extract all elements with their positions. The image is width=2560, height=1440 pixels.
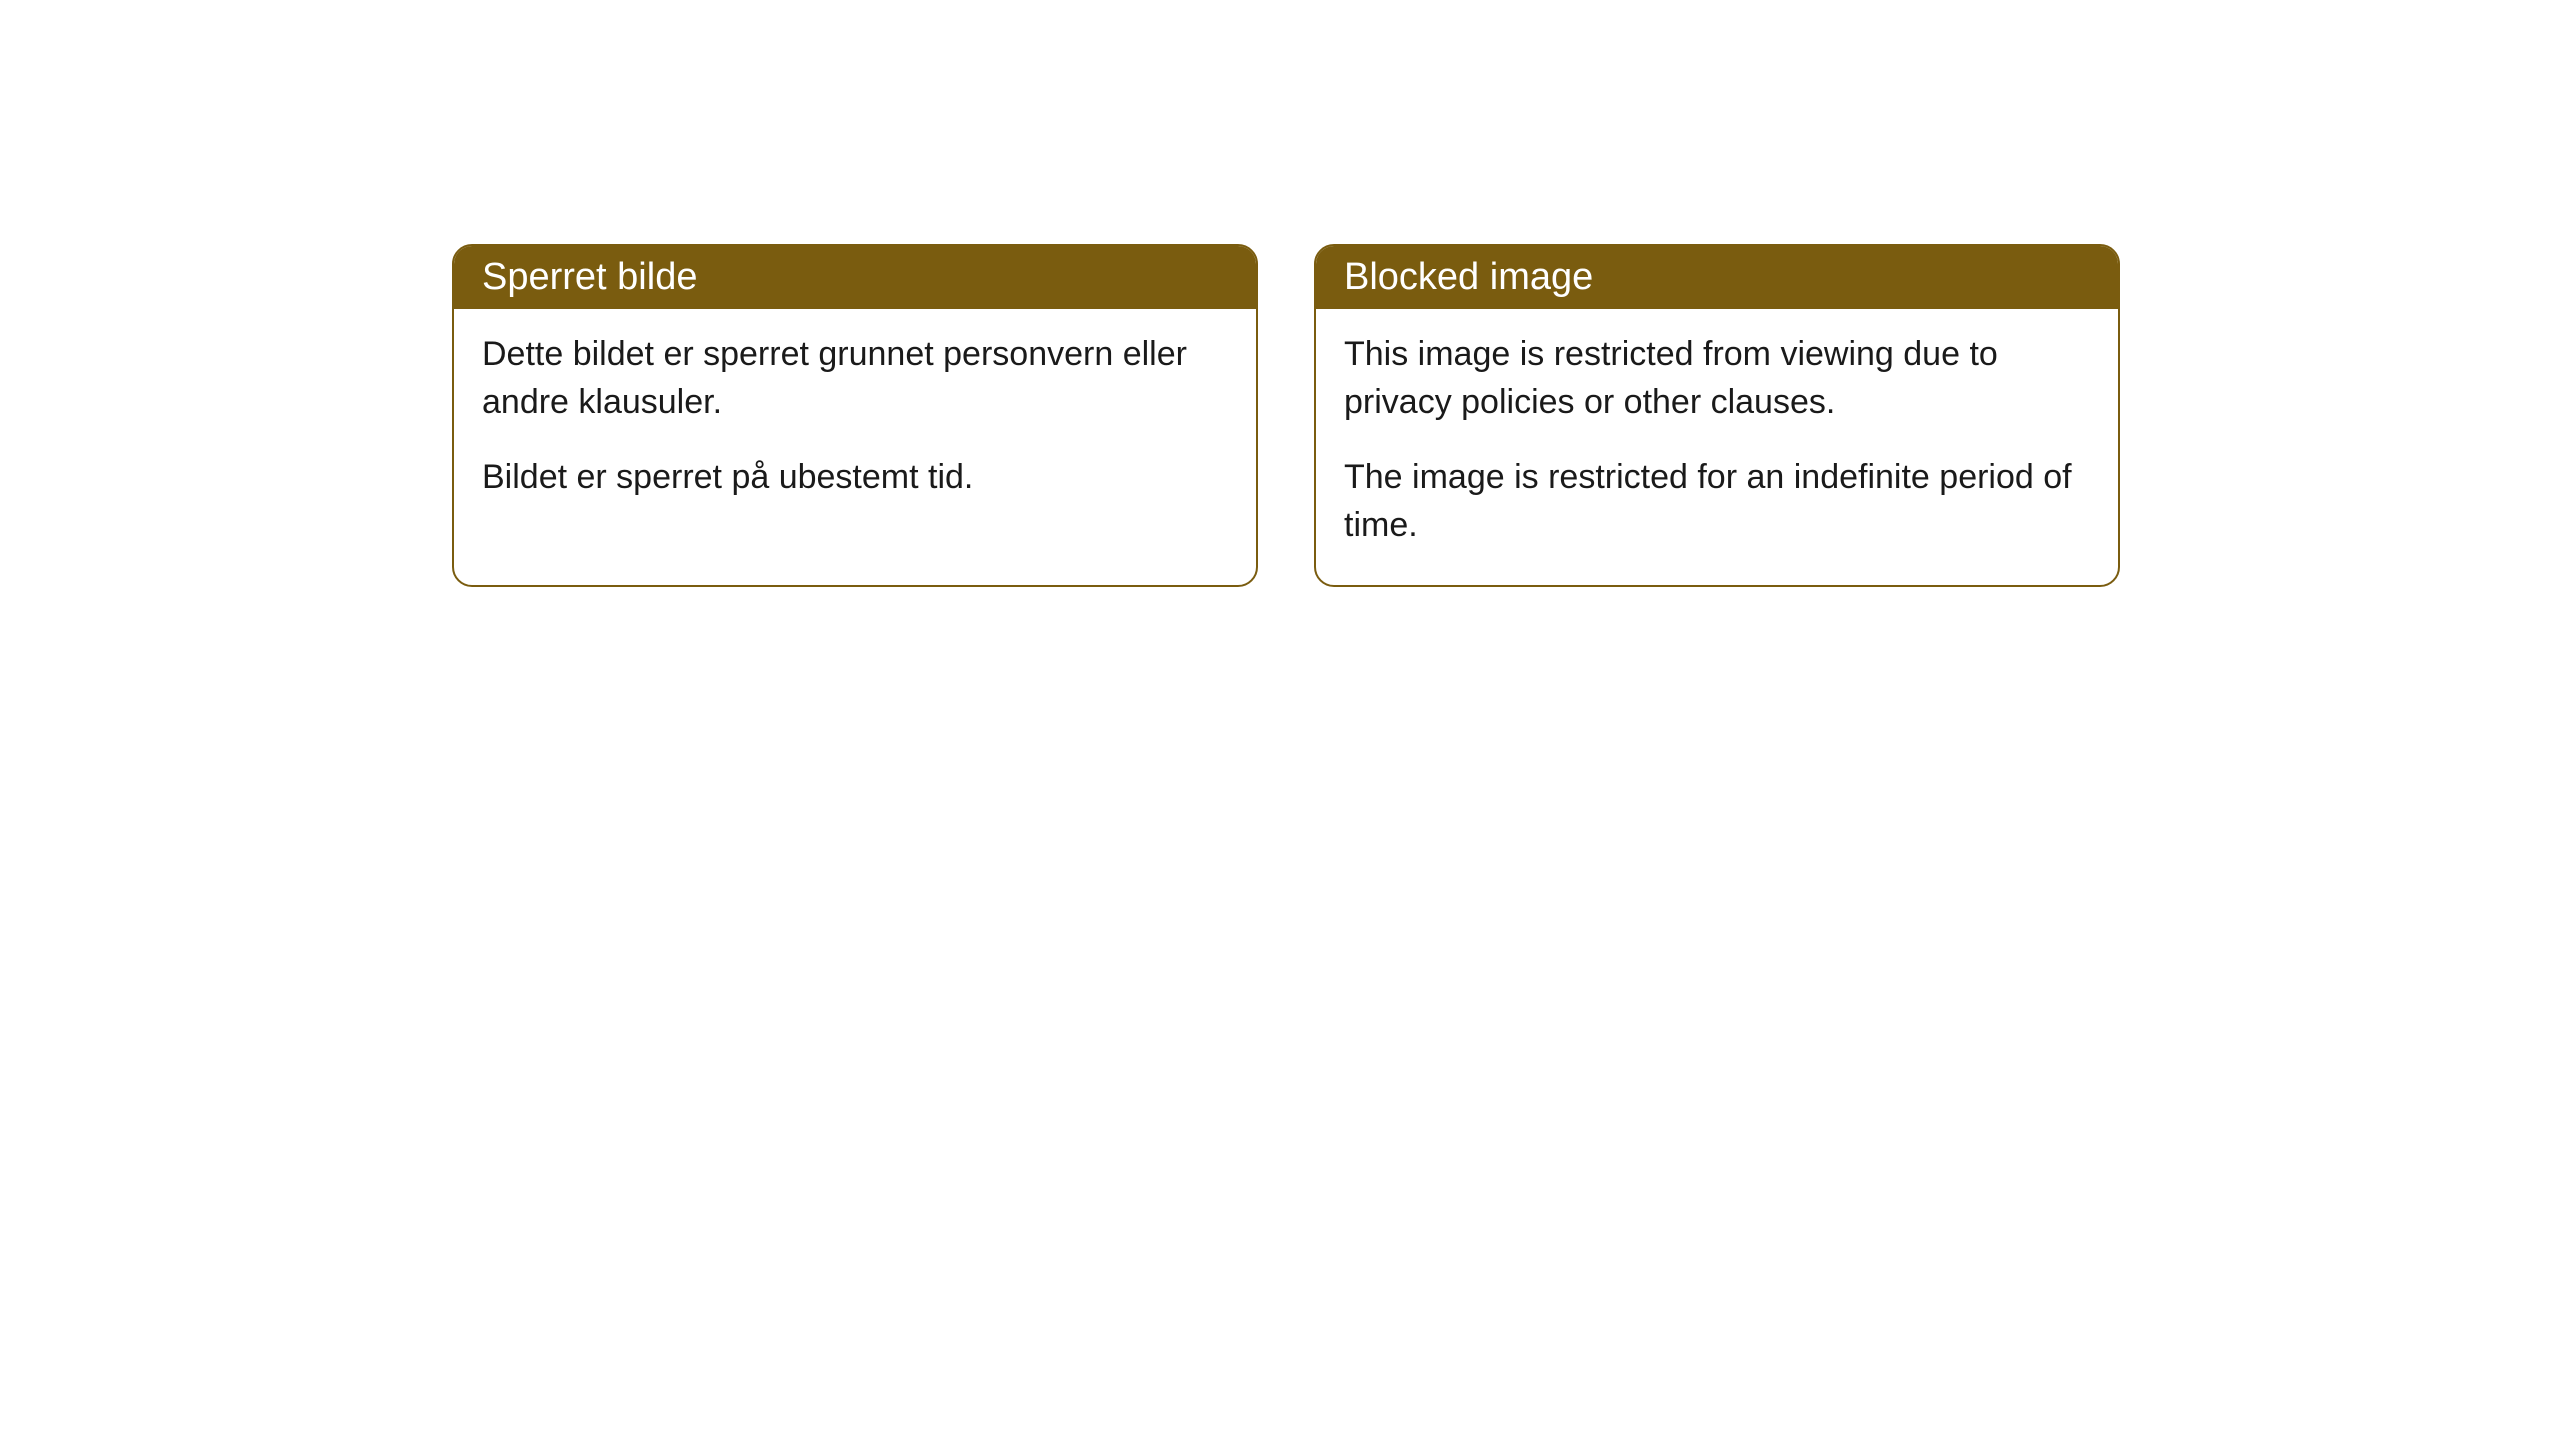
notice-header-english: Blocked image — [1316, 246, 2118, 309]
notice-paragraph: Dette bildet er sperret grunnet personve… — [482, 331, 1228, 426]
notice-paragraph: The image is restricted for an indefinit… — [1344, 454, 2090, 549]
notice-card-norwegian: Sperret bilde Dette bildet er sperret gr… — [452, 244, 1258, 587]
notice-body-english: This image is restricted from viewing du… — [1316, 309, 2118, 585]
notice-container: Sperret bilde Dette bildet er sperret gr… — [0, 0, 2560, 587]
notice-header-norwegian: Sperret bilde — [454, 246, 1256, 309]
notice-body-norwegian: Dette bildet er sperret grunnet personve… — [454, 309, 1256, 538]
notice-paragraph: Bildet er sperret på ubestemt tid. — [482, 454, 1228, 502]
notice-paragraph: This image is restricted from viewing du… — [1344, 331, 2090, 426]
notice-card-english: Blocked image This image is restricted f… — [1314, 244, 2120, 587]
